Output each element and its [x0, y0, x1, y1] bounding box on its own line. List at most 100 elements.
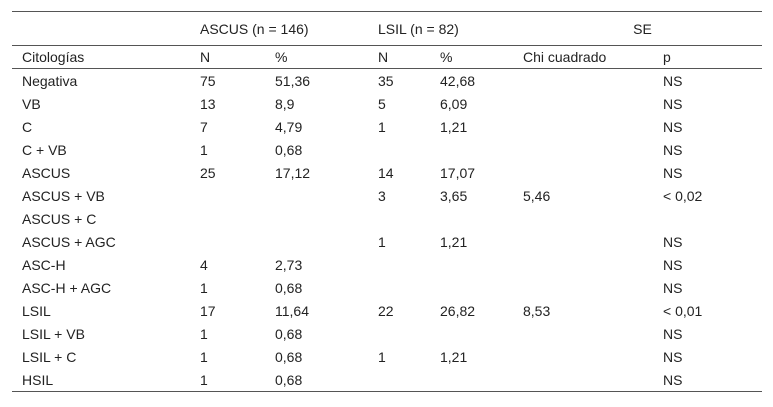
- cell: 51,36: [275, 72, 311, 89]
- column-header: N: [200, 45, 275, 69]
- cell: 3: [378, 187, 386, 204]
- cell: 25: [200, 164, 216, 181]
- cell: [378, 322, 440, 345]
- cell: ASCUS + C: [22, 210, 97, 227]
- group-header: LSIL (n = 82): [378, 11, 523, 46]
- cell: VB: [22, 95, 41, 112]
- cell: [275, 207, 378, 230]
- cell: Negativa: [22, 72, 78, 89]
- cell: 0,68: [275, 141, 303, 158]
- cell: [200, 184, 275, 207]
- cell: 4,79: [275, 118, 303, 135]
- table-row: ASC-H + AGC 1 0,68 NS: [12, 276, 762, 299]
- cell: NS: [663, 325, 683, 342]
- cell: 7: [200, 118, 208, 135]
- cell: ASCUS: [22, 164, 71, 181]
- cell: [523, 138, 663, 161]
- cell: [523, 115, 663, 138]
- column-header: Chi cuadrado: [523, 45, 663, 69]
- cell: 1,21: [440, 118, 468, 135]
- cell: 17,07: [440, 164, 476, 181]
- cell: 1,21: [440, 233, 468, 250]
- cell: < 0,01: [663, 302, 703, 319]
- cell: 1: [378, 348, 386, 365]
- cell: 75: [200, 72, 216, 89]
- cell: [523, 92, 663, 115]
- cell: 1: [200, 141, 208, 158]
- cell: 1,21: [440, 348, 468, 365]
- table-row: C 7 4,79 1 1,21 NS: [12, 115, 762, 138]
- cell: [378, 207, 440, 230]
- cell: [378, 138, 440, 161]
- cell: C: [22, 118, 33, 135]
- header-row: Citologías N% N% Chi cuadrado p: [12, 45, 762, 69]
- column-header: p: [663, 45, 762, 69]
- cell: [523, 276, 663, 299]
- table-row: VB 13 8,9 5 6,09 NS: [12, 92, 762, 115]
- cell: 17: [200, 302, 216, 319]
- cell: [200, 207, 275, 230]
- cell: 1: [200, 368, 275, 392]
- cell: HSIL: [12, 368, 200, 392]
- cell: LSIL: [22, 302, 51, 319]
- cell: 1: [200, 325, 208, 342]
- column-header: Citologías: [12, 45, 200, 69]
- cell: [378, 253, 440, 276]
- cell: LSIL + VB: [22, 325, 85, 342]
- cell: [440, 138, 523, 161]
- group-header-row: ASCUS (n = 146) LSIL (n = 82) SE: [12, 11, 762, 46]
- table-row: LSIL 17 11,64 22 26,82 8,53 < 0,01: [12, 299, 762, 322]
- cell: 1: [200, 348, 208, 365]
- cell: 4: [200, 256, 208, 273]
- table-row: ASCUS 25 17,12 14 17,07 NS: [12, 161, 762, 184]
- cell: NS: [663, 72, 683, 89]
- column-header: N: [378, 45, 440, 69]
- cell: [440, 368, 523, 392]
- cell: 0,68: [275, 348, 303, 365]
- cell: 0,68: [275, 368, 378, 392]
- table-row: ASCUS + C: [12, 207, 762, 230]
- cell: 2,73: [275, 256, 303, 273]
- cell: ASC-H + AGC: [22, 279, 112, 296]
- cell: 22: [378, 302, 394, 319]
- column-header: %: [440, 45, 523, 69]
- cell: [440, 207, 523, 230]
- cell: 1: [378, 118, 386, 135]
- cell: NS: [663, 233, 683, 250]
- cell: [663, 207, 762, 230]
- cell: [523, 345, 663, 368]
- cell: 14: [378, 164, 394, 181]
- cell: 1: [200, 279, 208, 296]
- cell: NS: [663, 256, 683, 273]
- cell: [523, 69, 663, 93]
- cell: [378, 368, 440, 392]
- cell: ASC-H: [22, 256, 66, 273]
- table-row: HSIL 1 0,68 NS: [12, 368, 762, 392]
- cell: 8,9: [275, 95, 295, 112]
- cell: 0,68: [275, 279, 303, 296]
- column-header: %: [275, 45, 378, 69]
- cell: ASCUS + AGC: [22, 233, 116, 250]
- table-row: ASCUS + AGC 1 1,21 NS: [12, 230, 762, 253]
- cell: [523, 322, 663, 345]
- cell: [523, 253, 663, 276]
- cell: ASCUS + VB: [22, 187, 105, 204]
- cell: 5,46: [523, 187, 551, 204]
- cell: 42,68: [440, 72, 476, 89]
- table-row: C + VB 1 0,68 NS: [12, 138, 762, 161]
- cell: [523, 368, 663, 392]
- cell: NS: [663, 368, 762, 392]
- cell: NS: [663, 164, 683, 181]
- group-header: SE: [523, 11, 762, 46]
- cell: [523, 161, 663, 184]
- cell: [440, 253, 523, 276]
- cell: 13: [200, 95, 216, 112]
- cell: [440, 276, 523, 299]
- cell: [523, 207, 663, 230]
- table-row: Negativa 75 51,36 35 42,68 NS: [12, 69, 762, 93]
- cell: NS: [663, 279, 683, 296]
- group-header: ASCUS (n = 146): [200, 11, 378, 46]
- cell: 6,09: [440, 95, 468, 112]
- table-row: ASCUS + VB 3 3,65 5,46 < 0,02: [12, 184, 762, 207]
- cell: 0,68: [275, 325, 303, 342]
